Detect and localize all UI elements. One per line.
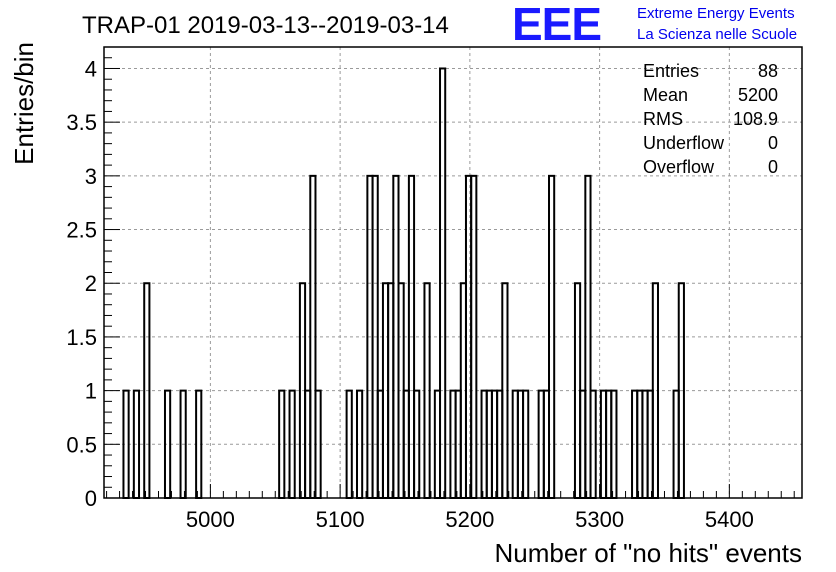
y-tick-label-0: 0: [85, 486, 97, 511]
stats-value-rms: 108.9: [733, 109, 778, 129]
y-tick-label-5: 2.5: [66, 218, 97, 243]
logo-line-1: Extreme Energy Events: [637, 5, 795, 22]
x-tick-label-5400: 5400: [705, 507, 754, 532]
histogram-bin-102: [651, 282, 659, 499]
x-tick-label-5000: 5000: [186, 507, 235, 532]
logo-line-2: La Scienza nelle Scuole: [637, 26, 797, 43]
plot-frame: [103, 46, 803, 499]
y-tick-label-6: 3: [85, 164, 97, 189]
histogram-bin-14: [195, 389, 203, 499]
histogram-bin-82: [548, 174, 556, 499]
stats-value-mean: 5200: [738, 85, 778, 105]
histogram-bin-37: [314, 389, 322, 499]
histogram-bin-45: [355, 389, 364, 499]
logo-mark: EEE: [512, 0, 601, 50]
x-tick-label-5100: 5100: [316, 507, 365, 532]
y-tick-label-8: 4: [85, 56, 97, 81]
stats-value-entries: 88: [758, 61, 778, 81]
histogram-bin-8: [163, 389, 172, 499]
histogram-bin-94: [610, 389, 618, 499]
x-axis: 5000 5100 5200 5300 5400: [106, 484, 795, 532]
stats-value-underflow: 0: [768, 133, 778, 153]
x-axis-label: Number of "no hits" events: [495, 538, 803, 568]
grid-lines: [104, 47, 802, 498]
x-tick-label-5300: 5300: [575, 507, 624, 532]
y-axis-label: Entries/bin: [9, 42, 39, 165]
stats-label-underflow: Underflow: [643, 133, 725, 153]
stats-label-mean: Mean: [643, 85, 688, 105]
y-tick-label-4: 2: [85, 271, 97, 296]
histogram-bin-90: [589, 389, 597, 499]
stats-label-entries: Entries: [643, 61, 699, 81]
y-tick-label-3: 1.5: [66, 325, 97, 350]
chart-title: TRAP-01 2019-03-13--2019-03-14: [82, 12, 449, 39]
histogram-bin-43: [345, 389, 353, 499]
y-tick-label-1: 0.5: [66, 432, 97, 457]
y-axis: 0 0.5 1 1.5 2 2.5 3 3.5 4: [66, 46, 120, 511]
histogram-bin-73: [501, 282, 509, 499]
y-tick-label-2: 1: [85, 379, 97, 404]
stats-label-overflow: Overflow: [643, 157, 715, 177]
stats-value-overflow: 0: [768, 157, 778, 177]
eee-logo: EEE Extreme Energy Events La Scienza nel…: [512, 0, 797, 50]
histogram-bin-30: [278, 389, 286, 499]
histogram-bin-0: [122, 389, 130, 499]
histogram-bin-58: [423, 282, 431, 499]
y-tick-label-7: 3.5: [66, 110, 97, 135]
x-tick-label-5200: 5200: [445, 507, 494, 532]
stats-label-rms: RMS: [643, 109, 683, 129]
histogram-bin-67: [470, 174, 478, 499]
stats-box: Entries 88 Mean 5200 RMS 108.9 Underflow 0 Overf…: [643, 61, 778, 177]
